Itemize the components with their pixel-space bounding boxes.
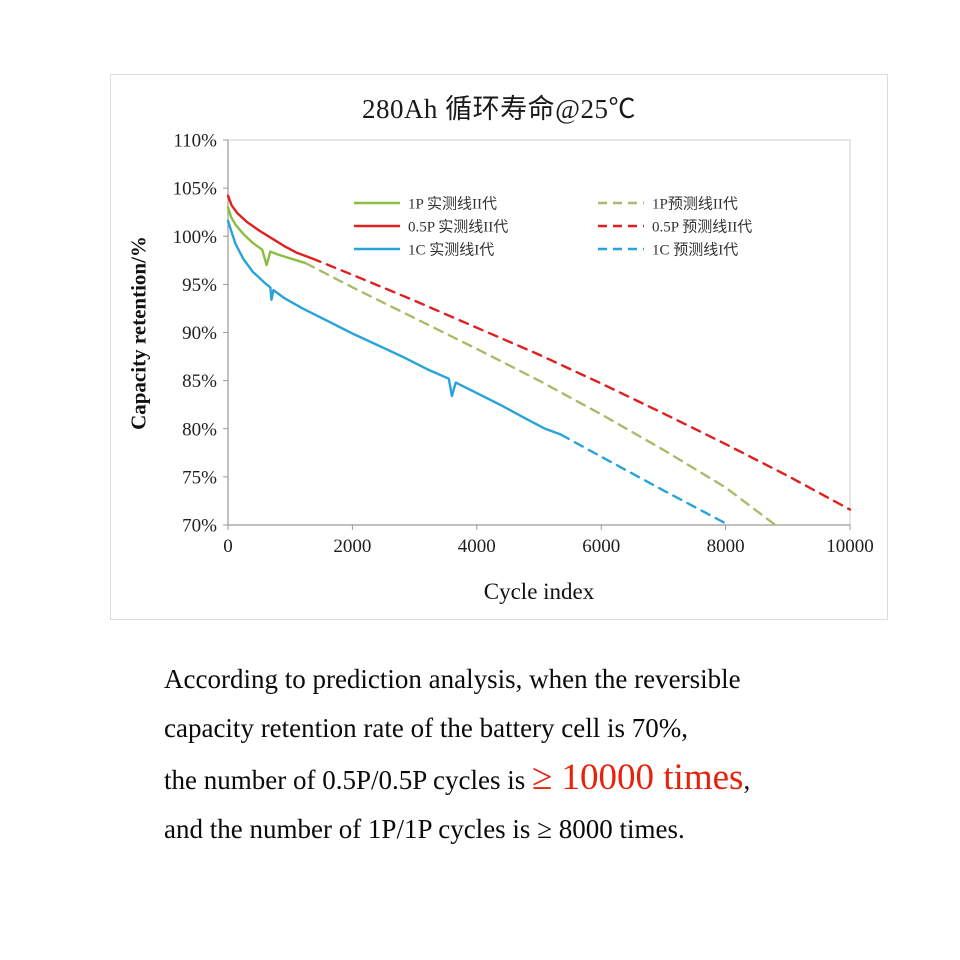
x-tick-label: 4000 bbox=[458, 536, 496, 557]
x-tick-label: 10000 bbox=[826, 536, 874, 557]
legend-label: 1P预测线II代 bbox=[652, 196, 738, 213]
chart-title: 280Ah 循环寿命@25℃ bbox=[361, 94, 637, 124]
legend-label: 0.5P 实测线II代 bbox=[408, 219, 508, 236]
cycle-life-figure: 280Ah 循环寿命@25℃ Capacity retention/% 70% 7… bbox=[110, 74, 888, 620]
x-tick-label: 6000 bbox=[582, 536, 620, 557]
plot-border bbox=[227, 139, 851, 526]
caption-line-4: and the number of 1P/1P cycles is ≥ 8000… bbox=[164, 814, 685, 844]
series-line-measured bbox=[226, 206, 308, 267]
caption-line-3-prefix: the number of 0.5P/0.5P cycles is bbox=[164, 765, 532, 795]
legend-label: 1C 预测线I代 bbox=[652, 242, 738, 259]
y-tick-label: 80% bbox=[182, 419, 217, 440]
y-tick-label: 105% bbox=[173, 179, 218, 200]
x-tick-label: 0 bbox=[223, 536, 233, 557]
series-line-predicted bbox=[304, 261, 777, 527]
y-tick-label: 75% bbox=[182, 467, 217, 488]
cycle-life-chart: 70% 75% 80% 85% 90% 95% 100% 105% 110% 0 2000 4000 6… bbox=[173, 131, 874, 558]
x-tick-label: 8000 bbox=[707, 536, 745, 557]
legend-label: 1P 实测线II代 bbox=[408, 196, 497, 213]
caption-block: According to prediction analysis, when t… bbox=[164, 655, 904, 854]
series-line-predicted bbox=[559, 433, 730, 527]
caption-line-3-suffix: , bbox=[743, 765, 751, 795]
series-line-predicted bbox=[310, 257, 852, 511]
x-axis-label: Cycle index bbox=[483, 579, 595, 604]
caption-line-2: capacity retention rate of the battery c… bbox=[164, 713, 689, 743]
caption-line-1: According to prediction analysis, when t… bbox=[164, 664, 741, 694]
caption-line-3: the number of 0.5P/0.5P cycles is ≥ 1000… bbox=[164, 753, 904, 805]
legend-label: 0.5P 预测线II代 bbox=[652, 219, 752, 236]
y-tick-label: 85% bbox=[182, 371, 217, 392]
legend-label: 1C 实测线I代 bbox=[408, 242, 494, 259]
y-tick-label: 100% bbox=[173, 227, 218, 248]
y-tick-label: 90% bbox=[182, 323, 217, 344]
x-tick-label: 2000 bbox=[333, 536, 371, 557]
y-tick-label: 95% bbox=[182, 275, 217, 296]
cycles-highlight: ≥ 10000 times bbox=[531, 757, 744, 798]
series-line-measured bbox=[226, 194, 314, 260]
y-tick-label: 110% bbox=[173, 131, 217, 152]
y-tick-label: 70% bbox=[182, 516, 217, 537]
series-line-measured bbox=[226, 219, 562, 436]
